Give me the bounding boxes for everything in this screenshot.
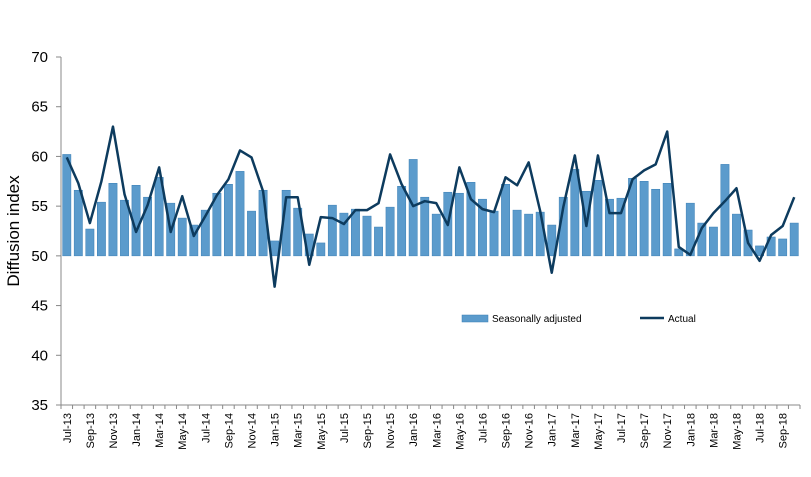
x-tick-label-Jul-17: Jul-17 bbox=[616, 413, 628, 443]
bar-Jun-14 bbox=[189, 224, 199, 257]
bar-Oct-17 bbox=[651, 188, 661, 257]
bar-Aug-15 bbox=[351, 208, 360, 257]
bar-Jul-16 bbox=[478, 198, 487, 257]
x-tick-label-Jan-18: Jan-18 bbox=[685, 413, 697, 447]
bar-Dec-16 bbox=[535, 211, 545, 257]
bar-Oct-14 bbox=[235, 171, 245, 257]
x-tick-label-Jan-16: Jan-16 bbox=[408, 413, 420, 447]
bar-Aug-13 bbox=[73, 189, 83, 257]
bar-Sep-17 bbox=[639, 181, 649, 257]
x-tick-label-Jan-14: Jan-14 bbox=[131, 413, 143, 447]
bar-Oct-16 bbox=[512, 209, 522, 257]
x-tick-label-Sep-17: Sep-17 bbox=[639, 413, 651, 448]
x-tick-label-May-14: May-14 bbox=[177, 413, 189, 450]
bar-Nov-13 bbox=[108, 183, 118, 257]
bar-Jul-14 bbox=[200, 209, 210, 257]
x-tick-label-Jul-14: Jul-14 bbox=[200, 413, 212, 443]
bar-Dec-15 bbox=[397, 186, 407, 257]
bar-Mar-17 bbox=[570, 169, 580, 257]
bar-Feb-16 bbox=[420, 196, 430, 257]
bar-Nov-15 bbox=[385, 206, 395, 257]
x-tick-label-May-17: May-17 bbox=[593, 413, 605, 450]
x-tick-label-Jan-15: Jan-15 bbox=[270, 413, 282, 447]
bar-Mar-18 bbox=[708, 226, 718, 257]
x-tick-label-Sep-15: Sep-15 bbox=[362, 413, 374, 448]
bar-Sep-15 bbox=[362, 215, 372, 257]
bar-Mar-14 bbox=[154, 177, 164, 257]
bar-May-15 bbox=[316, 242, 326, 257]
legend-label-actual: Actual bbox=[668, 314, 696, 325]
x-tick-label-Mar-14: Mar-14 bbox=[154, 413, 166, 448]
x-tick-label-Nov-16: Nov-16 bbox=[524, 413, 536, 448]
x-tick-label-May-18: May-18 bbox=[731, 413, 743, 450]
bar-Sep-16 bbox=[501, 184, 510, 257]
y-tick-label: 60 bbox=[31, 148, 48, 165]
x-tick-label-May-15: May-15 bbox=[316, 413, 328, 450]
bar-Jun-16 bbox=[466, 182, 476, 257]
x-tick-label-Sep-13: Sep-13 bbox=[85, 413, 97, 448]
bar-Mar-16 bbox=[431, 213, 441, 257]
bar-Feb-14 bbox=[143, 196, 153, 257]
x-tick-label-Sep-18: Sep-18 bbox=[778, 413, 790, 448]
bar-Sep-18 bbox=[778, 238, 788, 257]
series-line-actual bbox=[65, 125, 796, 288]
bar-Nov-17 bbox=[662, 183, 672, 257]
bar-Oct-13 bbox=[97, 201, 106, 257]
x-tick-label-Mar-18: Mar-18 bbox=[708, 413, 720, 448]
bar-May-16 bbox=[454, 192, 464, 257]
bar-Dec-13 bbox=[120, 199, 129, 257]
bar-May-14 bbox=[177, 217, 187, 257]
x-tick-label-Nov-13: Nov-13 bbox=[108, 413, 120, 448]
bar-Aug-16 bbox=[489, 210, 499, 257]
bar-Jul-15 bbox=[339, 212, 349, 257]
bar-Nov-16 bbox=[524, 213, 534, 257]
x-tick-label-Mar-15: Mar-15 bbox=[293, 413, 305, 448]
y-axis-label: Diffusion index bbox=[4, 175, 23, 287]
bar-Jun-17 bbox=[605, 198, 614, 257]
bar-Oct-15 bbox=[374, 226, 383, 257]
x-tick-label-Nov-15: Nov-15 bbox=[385, 413, 397, 448]
bar-May-18 bbox=[732, 213, 741, 257]
y-tick-label: 70 bbox=[31, 49, 48, 66]
x-tick-label-Jan-17: Jan-17 bbox=[547, 413, 559, 447]
x-tick-label-Sep-16: Sep-16 bbox=[501, 413, 513, 448]
x-tick-label-Sep-14: Sep-14 bbox=[223, 413, 235, 448]
y-tick-label: 45 bbox=[31, 298, 48, 315]
x-tick-label-Jul-16: Jul-16 bbox=[477, 413, 489, 443]
x-tick-label-Jul-15: Jul-15 bbox=[339, 413, 351, 443]
x-tick-label-May-16: May-16 bbox=[454, 413, 466, 450]
axes-layer: 35 40 45 50 55 60 65 70 Jul-13 Sep-13 Nov-13 Jan-14… bbox=[31, 49, 801, 450]
x-tick-label-Mar-17: Mar-17 bbox=[570, 413, 582, 448]
bar-Jun-15 bbox=[327, 204, 337, 257]
line-layer bbox=[65, 125, 796, 288]
bar-May-17 bbox=[593, 180, 603, 257]
bar-Jan-17 bbox=[547, 224, 557, 257]
bar-Dec-17 bbox=[674, 248, 684, 257]
legend: Seasonally adjusted Actual bbox=[461, 314, 696, 325]
bar-Sep-14 bbox=[224, 184, 233, 257]
y-tick-label: 55 bbox=[31, 198, 48, 215]
bar-Jul-17 bbox=[616, 197, 626, 257]
bar-Sep-13 bbox=[85, 228, 95, 257]
x-tick-label-Nov-14: Nov-14 bbox=[247, 413, 259, 448]
y-tick-label: 35 bbox=[31, 397, 48, 414]
bar-Jul-13 bbox=[62, 154, 72, 257]
bar-Oct-18 bbox=[789, 222, 799, 257]
x-tick-label-Mar-16: Mar-16 bbox=[431, 413, 443, 448]
x-tick-label-Jul-18: Jul-18 bbox=[755, 413, 767, 443]
bars-layer bbox=[62, 154, 799, 257]
bar-Apr-18 bbox=[720, 164, 730, 257]
legend-swatch-seasonally-adjusted bbox=[461, 314, 489, 323]
y-tick-label: 50 bbox=[31, 248, 48, 265]
bar-Nov-14 bbox=[247, 210, 256, 257]
bar-Mar-15 bbox=[293, 207, 303, 257]
y-tick-label: 40 bbox=[31, 347, 48, 364]
x-tick-label-Nov-17: Nov-17 bbox=[662, 413, 674, 448]
bar-Jan-16 bbox=[408, 159, 418, 257]
legend-label-seasonally-adjusted: Seasonally adjusted bbox=[492, 314, 582, 325]
y-tick-label: 65 bbox=[31, 99, 48, 116]
x-tick-label-Jul-13: Jul-13 bbox=[62, 413, 74, 443]
